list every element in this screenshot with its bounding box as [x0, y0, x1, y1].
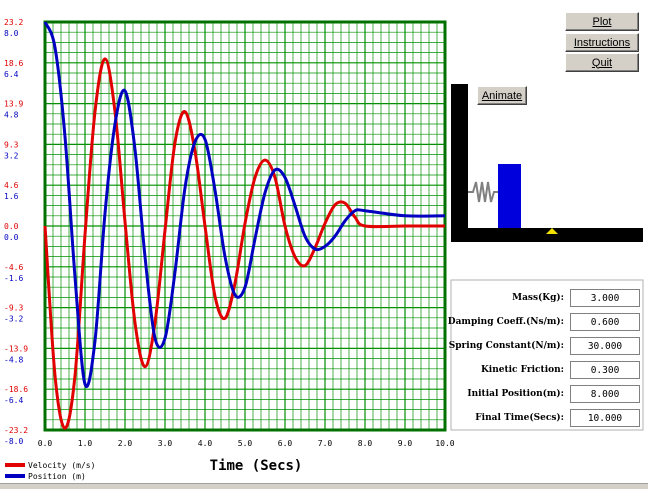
instructions-button[interactable]: Instructions	[565, 33, 639, 52]
velocity-tick-label: -23.2	[4, 426, 28, 435]
x-axis-title: Time (Secs)	[210, 458, 303, 474]
position-tick-label: -3.2	[4, 315, 23, 324]
position-tick-label: 0.0	[4, 233, 19, 242]
velocity-tick-label: 9.3	[4, 140, 19, 149]
param-panel-border	[450, 279, 644, 431]
legend-velocity-label: Velocity (m/s)	[28, 461, 95, 470]
kinetic-friction-field[interactable]: 0.300	[570, 361, 640, 379]
position-tick-label: 3.2	[4, 151, 19, 160]
plot-series	[43, 21, 446, 430]
final-time-field[interactable]: 10.000	[570, 409, 640, 427]
position-tick-label: 1.6	[4, 192, 19, 201]
velocity-tick-label: 23.2	[4, 18, 23, 27]
damping-label: Damping Coeff.(Ns/m):	[447, 317, 564, 327]
initial-position-field[interactable]: 8.000	[570, 385, 640, 403]
velocity-tick-label: 13.9	[4, 100, 23, 109]
x-tick-label: 10.0	[435, 439, 454, 448]
damping-field[interactable]: 0.600	[570, 313, 640, 331]
velocity-tick-label: 18.6	[4, 59, 23, 68]
x-tick-label: 0.0	[38, 439, 53, 448]
x-tick-label: 5.0	[238, 439, 253, 448]
x-tick-label: 9.0	[398, 439, 413, 448]
legend-position-swatch	[5, 474, 25, 478]
spring-constant-label: Spring Constant(N/m):	[448, 341, 564, 351]
initial-position-label: Initial Position(m):	[467, 389, 564, 399]
position-tick-label: -4.8	[4, 355, 23, 364]
velocity-tick-label: -13.9	[4, 344, 28, 353]
velocity-tick-label: -4.6	[4, 263, 23, 272]
position-tick-label: 6.4	[4, 70, 19, 79]
velocity-series-line	[43, 57, 445, 430]
legend-position-label: Position (m)	[28, 472, 86, 481]
left-wall	[451, 84, 468, 242]
animate-button[interactable]: Animate	[477, 86, 527, 105]
position-tick-label: 4.8	[4, 111, 19, 120]
velocity-tick-label: -9.3	[4, 304, 23, 313]
position-series-line	[43, 21, 446, 388]
x-tick-label: 7.0	[318, 439, 333, 448]
quit-button[interactable]: Quit	[565, 53, 639, 72]
position-tick-label: -6.4	[4, 396, 23, 405]
velocity-tick-label: -18.6	[4, 385, 28, 394]
spring-constant-field[interactable]: 30.000	[570, 337, 640, 355]
position-tick-label: -1.6	[4, 274, 23, 283]
mass-field[interactable]: 3.000	[570, 289, 640, 307]
x-tick-label: 6.0	[278, 439, 293, 448]
x-tick-label: 2.0	[118, 439, 133, 448]
axis-ticks: 0.0 1.0 2.0 3.0 4.0 5.0 6.0 7.0 8.0 9.0 10.0 23.2 18…	[4, 18, 455, 448]
velocity-tick-label: 0.0	[4, 222, 19, 231]
mass-label: Mass(Kg):	[512, 293, 564, 303]
floor	[451, 228, 643, 242]
position-tick-label: -8.0	[4, 437, 23, 446]
x-tick-label: 4.0	[198, 439, 213, 448]
legend-velocity-swatch	[5, 463, 25, 467]
equilibrium-marker	[546, 228, 558, 234]
x-tick-label: 3.0	[158, 439, 173, 448]
position-tick-label: 8.0	[4, 29, 19, 38]
plot-button[interactable]: Plot	[565, 12, 639, 31]
kinetic-friction-label: Kinetic Friction:	[480, 365, 564, 375]
final-time-label: Final Time(Secs):	[475, 413, 564, 423]
velocity-tick-label: 4.6	[4, 181, 19, 190]
mass-spring-animation	[451, 84, 643, 242]
spring	[468, 181, 498, 203]
x-tick-label: 1.0	[78, 439, 93, 448]
status-bar	[0, 483, 648, 489]
x-tick-label: 8.0	[358, 439, 373, 448]
mass-block	[498, 164, 521, 228]
